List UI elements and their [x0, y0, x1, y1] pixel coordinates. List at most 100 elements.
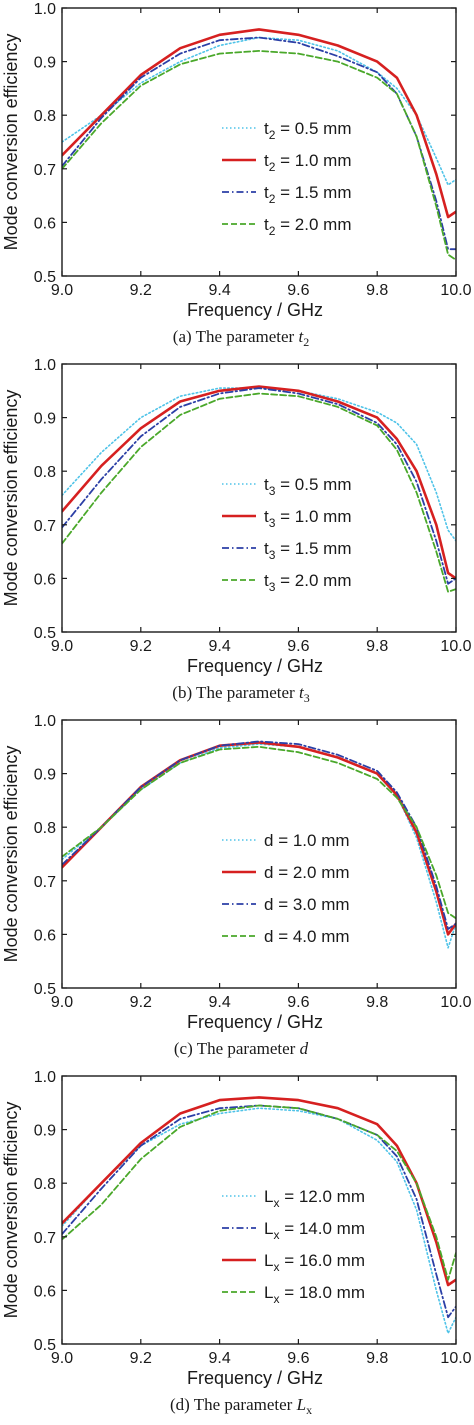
legend-subscript: 2 [269, 128, 276, 142]
plot-frame [61, 7, 457, 277]
legend-label-1: Lx = 12.0 mm [264, 1187, 365, 1210]
caption-variable: d [300, 1039, 309, 1058]
series-line-4 [62, 392, 456, 593]
y-tick-label: 0.6 [34, 1283, 56, 1300]
y-tick-label: 0.7 [34, 518, 56, 535]
y-tick-label: 0.5 [34, 981, 56, 998]
legend-value: = 0.5 mm [275, 475, 351, 494]
y-tick-label: 1.0 [34, 357, 56, 374]
legend-value: = 2.0 mm [273, 863, 349, 882]
legend-subscript: x [273, 1196, 279, 1210]
y-axis-label: Mode conversion efficiency [1, 1102, 21, 1319]
x-tick-label: 9.4 [208, 994, 230, 1011]
legend-label-3: t2 = 1.5 mm [264, 183, 351, 206]
figure-caption: (d) The parameter Lx [170, 1395, 312, 1417]
legend-symbol: d [264, 863, 273, 882]
legend-symbol: L [264, 1187, 273, 1206]
series-line-3 [62, 740, 456, 930]
legend-symbol: t [264, 183, 269, 202]
figure-caption: (b) The parameter t3 [172, 683, 309, 705]
caption-variable: L [296, 1395, 306, 1414]
y-axis-label: Mode conversion efficiency [1, 390, 21, 607]
legend-label-4: Lx = 18.0 mm [264, 1283, 365, 1306]
legend-subscript: 2 [269, 192, 276, 206]
caption-prefix: (d) The parameter [170, 1395, 297, 1414]
caption-subscript: 3 [304, 691, 310, 705]
y-tick-label: 1.0 [34, 1, 56, 18]
legend-label-4: d = 4.0 mm [264, 927, 350, 946]
x-axis-label: Frequency / GHz [187, 656, 323, 676]
x-axis-label: Frequency / GHz [187, 1368, 323, 1388]
legend-symbol: d [264, 895, 273, 914]
legend-value: = 0.5 mm [275, 119, 351, 138]
legend-symbol: t [264, 151, 269, 170]
legend-symbol: L [264, 1283, 273, 1302]
legend-value: = 1.5 mm [275, 539, 351, 558]
y-tick-label: 0.9 [34, 55, 56, 72]
legend-subscript: 3 [269, 484, 276, 498]
chart-panel-a: 9.0 9.2 9.4 9.6 9.8 10.0 0.5 0.6 0.7 0.8 0.9 1.0 Fre… [1, 1, 472, 349]
legend-subscript: x [273, 1260, 279, 1274]
y-tick-label: 0.8 [34, 108, 56, 125]
y-tick-label: 0.6 [34, 215, 56, 232]
x-tick-label: 9.0 [51, 282, 73, 299]
legend-symbol: t [264, 119, 269, 138]
y-axis-label: Mode conversion efficiency [1, 746, 21, 963]
series-line-4 [62, 1104, 456, 1281]
x-tick-label: 9.4 [208, 1350, 230, 1367]
x-tick-label: 9.6 [287, 994, 309, 1011]
x-tick-label: 9.2 [130, 282, 152, 299]
y-tick-label: 0.9 [34, 767, 56, 784]
y-tick-label: 0.9 [34, 411, 56, 428]
legend-label-1: t3 = 0.5 mm [264, 475, 351, 498]
y-tick-label: 1.0 [34, 713, 56, 730]
series-line-4 [62, 745, 456, 920]
x-tick-label: 9.0 [51, 1350, 73, 1367]
series-line-2 [62, 385, 456, 580]
series-line-4 [62, 50, 456, 261]
figure-caption: (c) The parameter d [174, 1039, 309, 1058]
legend-label-4: t3 = 2.0 mm [264, 571, 351, 594]
legend: d = 1.0 mm d = 2.0 mm d = 3.0 mm d = 4.0 mm [222, 831, 350, 946]
caption-prefix: (a) The parameter [173, 327, 299, 346]
chart-panel-b: 9.0 9.2 9.4 9.6 9.8 10.0 0.5 0.6 0.7 0.8 0.9 1.0 Fre… [1, 357, 472, 705]
y-tick-label: 0.5 [34, 269, 56, 286]
x-tick-label: 10.0 [440, 282, 471, 299]
series-line-1 [62, 743, 456, 949]
series-line-2 [62, 1104, 456, 1319]
x-tick-label: 9.0 [51, 638, 73, 655]
caption-subscript: 2 [303, 335, 309, 349]
legend-symbol: t [264, 215, 269, 234]
y-tick-label: 0.8 [34, 820, 56, 837]
legend-symbol: L [264, 1251, 273, 1270]
x-tick-label: 9.8 [366, 994, 388, 1011]
legend-subscript: 3 [269, 580, 276, 594]
legend-label-1: d = 1.0 mm [264, 831, 350, 850]
y-tick-label: 0.8 [34, 1176, 56, 1193]
legend-value: = 1.0 mm [275, 151, 351, 170]
y-tick-label: 0.7 [34, 162, 56, 179]
caption-variable: t [298, 327, 304, 346]
x-tick-label: 9.6 [287, 638, 309, 655]
legend-label-3: t3 = 1.5 mm [264, 539, 351, 562]
legend-symbol: t [264, 539, 269, 558]
y-tick-label: 0.8 [34, 464, 56, 481]
y-tick-label: 0.6 [34, 927, 56, 944]
x-tick-label: 9.8 [366, 1350, 388, 1367]
legend-value: = 2.0 mm [275, 571, 351, 590]
series-line-2 [62, 741, 456, 936]
legend-symbol: L [264, 1219, 273, 1238]
legend-label-3: d = 3.0 mm [264, 895, 350, 914]
x-tick-label: 9.8 [366, 638, 388, 655]
x-tick-label: 9.8 [366, 282, 388, 299]
series-line-3 [62, 36, 456, 251]
legend-value: = 2.0 mm [275, 215, 351, 234]
legend-subscript: 2 [269, 224, 276, 238]
legend-subscript: 2 [269, 160, 276, 174]
series-line-1 [62, 36, 456, 186]
caption-variable: t [299, 683, 305, 702]
legend-subscript: 3 [269, 548, 276, 562]
plot-frame [61, 363, 457, 633]
